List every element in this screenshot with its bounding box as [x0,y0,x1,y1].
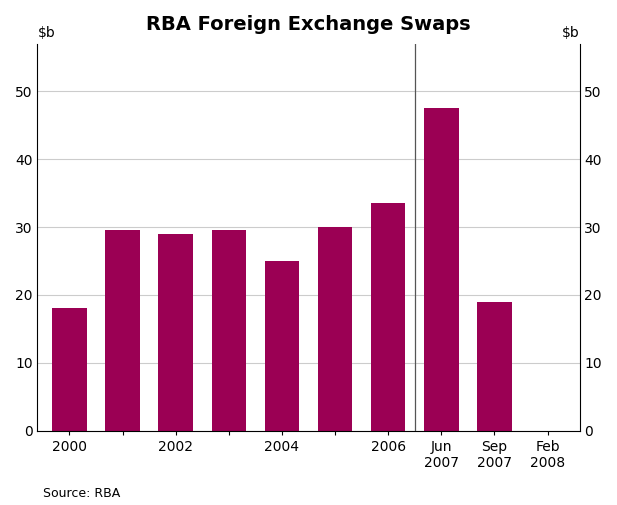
Bar [371,204,405,431]
Bar [212,230,246,431]
Text: Source: RBA: Source: RBA [43,487,120,500]
Title: RBA Foreign Exchange Swaps: RBA Foreign Exchange Swaps [146,15,471,34]
Bar [52,309,86,431]
Bar [424,109,458,431]
Bar [265,261,299,431]
Bar [106,230,140,431]
Text: $b: $b [38,26,56,40]
Bar [318,227,352,431]
Bar [477,301,511,431]
Text: $b: $b [561,26,579,40]
Bar [159,234,193,431]
